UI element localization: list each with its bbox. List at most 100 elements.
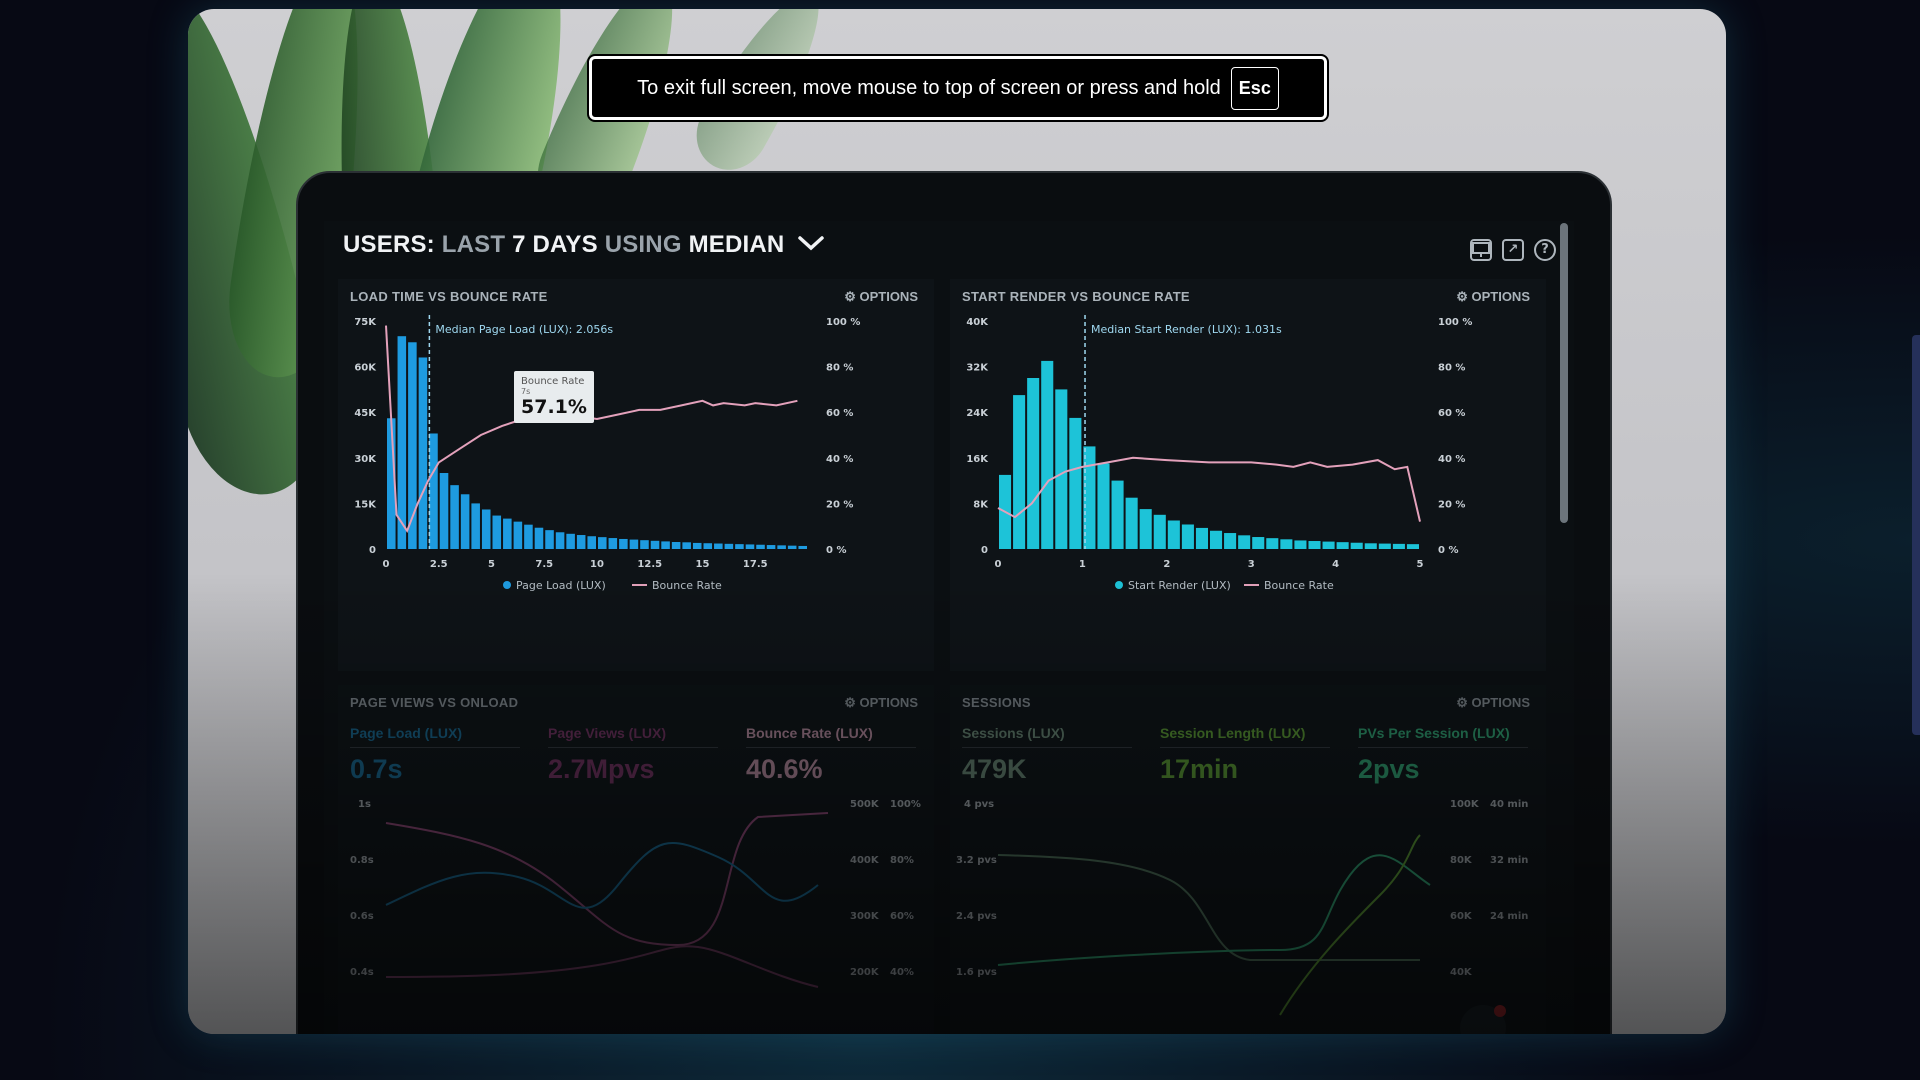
y2-tick-label: 0 % xyxy=(1438,545,1458,556)
legend-label: Page Load (LUX) xyxy=(516,579,606,592)
legend-label: Start Render (LUX) xyxy=(1128,579,1231,592)
histogram-bar xyxy=(566,533,575,549)
photo-card: USERS: LAST 7 DAYS USING MEDIAN ↗ ? LOAD… xyxy=(188,9,1726,1034)
series-line xyxy=(385,841,819,909)
histogram-bar xyxy=(661,541,670,549)
monitor-icon[interactable] xyxy=(1470,239,1492,261)
tick-label: 3.2 pvs xyxy=(956,855,997,866)
histogram-bar xyxy=(471,503,480,549)
y-tick-label: 30K xyxy=(354,454,377,465)
histogram-bar xyxy=(503,518,512,549)
x-tick-label: 2.5 xyxy=(430,559,448,570)
histogram-bar xyxy=(1210,530,1223,549)
histogram-bar xyxy=(1041,360,1054,549)
histogram-bar xyxy=(692,542,702,549)
histogram-bar xyxy=(714,543,723,549)
histogram-bar xyxy=(756,544,765,549)
histogram-bar xyxy=(798,545,807,549)
histogram-bar xyxy=(1322,541,1335,549)
tick-label: 40% xyxy=(890,967,914,978)
x-tick-label: 3 xyxy=(1248,559,1255,570)
histogram-bar xyxy=(587,536,596,549)
sessions-chart: 4 pvs 3.2 pvs 2.4 pvs 1.6 pvs 100K 80K 6… xyxy=(956,799,1528,1016)
y2-tick-label: 60 % xyxy=(1438,408,1465,419)
histogram-bar xyxy=(492,515,502,549)
histogram-bar xyxy=(735,544,744,549)
histogram-bar xyxy=(608,538,618,549)
start-render-chart: 0 8K 16K 24K 32K 40K 0 % 20 % 40 % 60 % 80 % 100 % 0… xyxy=(966,315,1472,592)
y-tick-label: 15K xyxy=(354,499,377,510)
x-tick-label: 15 xyxy=(696,559,710,570)
x-tick-label: 12.5 xyxy=(637,559,662,570)
tick-label: 24 min xyxy=(1490,911,1528,922)
histogram-bar xyxy=(1013,395,1026,549)
histogram-bar xyxy=(1336,542,1349,549)
tick-label: 200K xyxy=(850,967,880,978)
legend-swatch xyxy=(1115,581,1123,589)
histogram-bar xyxy=(745,544,755,549)
y-tick-label: 40K xyxy=(966,317,989,328)
x-tick-label: 2 xyxy=(1163,559,1170,570)
tick-label: 32 min xyxy=(1490,855,1528,866)
histogram-bar xyxy=(418,357,428,549)
y-tick-label: 0 xyxy=(369,545,376,556)
histogram-bar xyxy=(682,542,691,549)
dashboard-screen: USERS: LAST 7 DAYS USING MEDIAN ↗ ? LOAD… xyxy=(324,221,1574,1034)
y-tick-label: 24K xyxy=(966,408,989,419)
y-tick-label: 75K xyxy=(354,317,377,328)
histogram-bar xyxy=(429,433,438,549)
tick-label: 2.4 pvs xyxy=(956,911,997,922)
y-tick-label: 45K xyxy=(354,408,377,419)
tick-label: 100% xyxy=(890,799,921,810)
tick-label: 0.8s xyxy=(350,855,374,866)
histogram-bar xyxy=(481,509,491,549)
histogram-bar xyxy=(1139,509,1152,549)
histogram-bar xyxy=(1111,480,1124,549)
y2-tick-label: 80 % xyxy=(826,363,853,374)
histogram-bar xyxy=(545,530,554,549)
histogram-bar xyxy=(1266,538,1279,549)
histogram-bar xyxy=(1280,539,1293,549)
histogram-bar xyxy=(671,542,681,549)
histogram-bar xyxy=(703,543,713,549)
fullscreen-toast: To exit full screen, move mouse to top o… xyxy=(587,54,1329,122)
histogram-bar xyxy=(1069,417,1082,549)
histogram-bar xyxy=(460,494,470,549)
y-tick-label: 32K xyxy=(966,363,989,374)
histogram-bar xyxy=(534,527,544,549)
dashboard-title[interactable]: USERS: LAST 7 DAYS USING MEDIAN xyxy=(343,231,825,259)
y2-tick-label: 20 % xyxy=(826,499,853,510)
histogram-bar xyxy=(1364,543,1377,549)
dashboard-scrollbar[interactable] xyxy=(1560,223,1568,523)
notification-dot xyxy=(1494,1005,1506,1017)
y-tick-label: 8K xyxy=(973,499,989,510)
histogram-bar xyxy=(724,543,734,549)
tick-label: 60K xyxy=(1450,911,1473,922)
series-line xyxy=(385,812,829,947)
series-line xyxy=(385,945,819,988)
esc-key: Esc xyxy=(1230,66,1279,110)
page-views-panel: PAGE VIEWS VS ONLOAD ⚙ OPTIONS Page Load… xyxy=(338,685,934,1034)
series-line xyxy=(997,854,1420,961)
y2-tick-label: 100 % xyxy=(826,317,860,328)
x-tick-label: 10 xyxy=(590,559,604,570)
tick-label: 60% xyxy=(890,911,914,922)
help-icon[interactable]: ? xyxy=(1534,239,1556,261)
y2-tick-label: 40 % xyxy=(826,454,853,465)
load-time-panel: LOAD TIME VS BOUNCE RATE ⚙ OPTIONS 0 15K 3… xyxy=(338,279,934,671)
y2-tick-label: 40 % xyxy=(1438,454,1465,465)
histogram-bar xyxy=(1027,378,1040,549)
histogram-bar xyxy=(787,545,797,549)
share-icon[interactable]: ↗ xyxy=(1502,239,1524,261)
histogram-bar xyxy=(1238,535,1251,549)
page-views-chart: 1s 0.8s 0.6s 0.4s 500K 400K 300K 200K 10… xyxy=(350,799,921,988)
histogram-bar xyxy=(1055,389,1068,549)
tick-label: 1s xyxy=(358,799,371,810)
chevron-down-icon[interactable] xyxy=(797,231,825,259)
histogram-bar xyxy=(1252,537,1265,549)
header-icons: ↗ ? xyxy=(1470,239,1556,261)
tick-label: 100K xyxy=(1450,799,1480,810)
window-scrollbar[interactable] xyxy=(1912,335,1920,735)
histogram-bar xyxy=(777,545,786,549)
